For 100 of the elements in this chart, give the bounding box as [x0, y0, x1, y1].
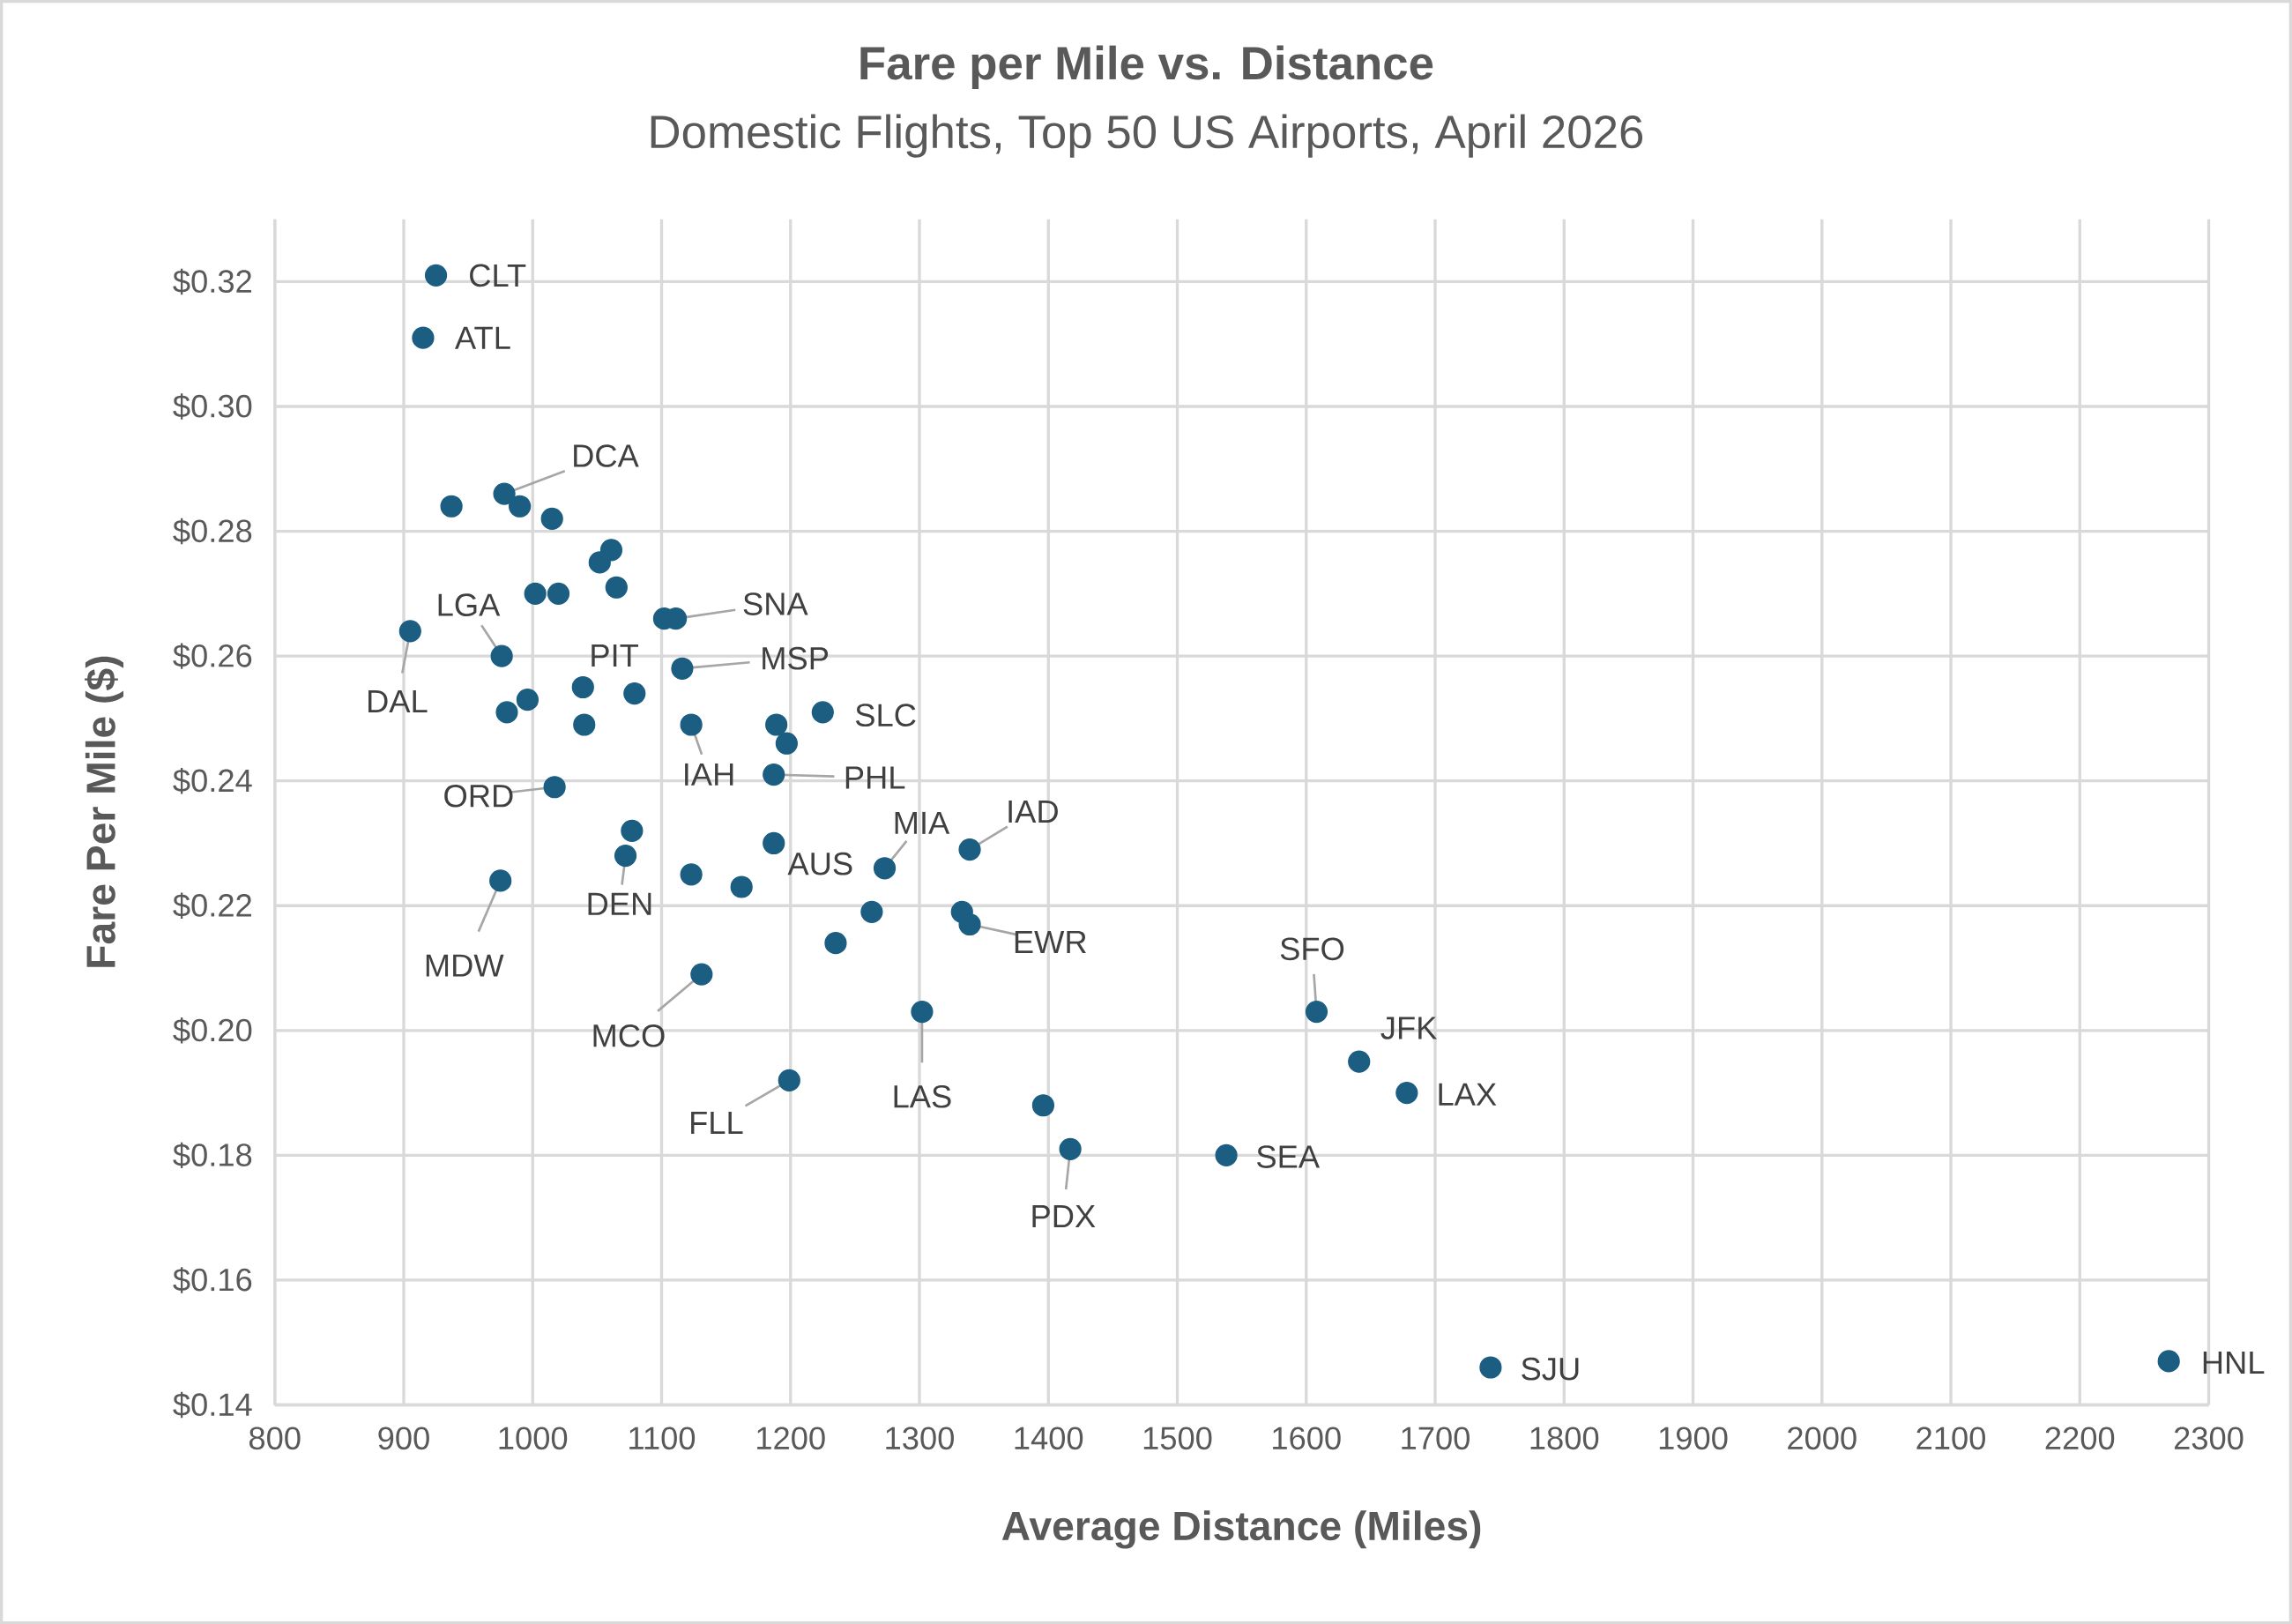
point — [763, 831, 785, 854]
point — [958, 838, 981, 861]
y-tick-label: $0.16 — [173, 1267, 252, 1293]
point — [623, 682, 646, 705]
point — [860, 900, 883, 923]
annotation: CLT — [470, 264, 526, 287]
annotation: ATL — [455, 326, 510, 349]
point — [763, 763, 785, 786]
point — [680, 863, 703, 886]
point — [495, 701, 518, 724]
point — [1479, 1356, 1502, 1379]
annotation: HNL — [2203, 1352, 2265, 1374]
point — [811, 701, 834, 724]
y-tick-label: $0.32 — [173, 268, 251, 295]
annotation: AUS — [787, 852, 852, 875]
x-tick-label: 1900 — [1659, 1427, 1728, 1450]
point — [540, 507, 563, 530]
x-tick-label: 1300 — [886, 1427, 954, 1450]
chart-title: Fare per Mile vs. Distance — [860, 45, 1433, 89]
annotation: FLL — [691, 1111, 743, 1134]
annotation: DAL — [368, 689, 428, 712]
point — [547, 582, 570, 605]
y-tick-label: $0.24 — [173, 767, 252, 794]
x-tick-label: 1200 — [757, 1427, 825, 1450]
x-tick-label: 1700 — [1402, 1427, 1470, 1450]
point — [2157, 1350, 2180, 1373]
point — [765, 713, 788, 736]
point — [1059, 1137, 1082, 1160]
y-axis-title: Fare Per Mile ($) — [85, 656, 123, 967]
point — [490, 644, 513, 667]
annotation: DCA — [574, 444, 639, 467]
point — [571, 675, 594, 699]
y-tick-label: $0.26 — [173, 643, 252, 669]
point — [775, 732, 798, 755]
point — [493, 482, 516, 505]
annotation: LAX — [1439, 1083, 1497, 1106]
point — [873, 857, 897, 880]
y-tick-label: $0.28 — [173, 518, 252, 545]
x-tick-label: 1800 — [1530, 1427, 1599, 1450]
point — [605, 576, 628, 599]
annotation: SFO — [1280, 937, 1344, 961]
annotation: SNA — [743, 592, 808, 615]
annotation: MCO — [593, 1024, 665, 1047]
point — [680, 713, 703, 736]
point — [621, 819, 644, 842]
y-tick-label: $0.30 — [173, 393, 252, 420]
point — [778, 1069, 800, 1091]
annotation: SJU — [1522, 1357, 1579, 1381]
point — [911, 1000, 934, 1024]
point — [614, 844, 637, 868]
annotation: LAS — [894, 1084, 951, 1108]
x-axis-title: Average Distance (Miles) — [1001, 1510, 1481, 1549]
point — [543, 776, 566, 799]
point — [690, 963, 713, 986]
point — [1348, 1050, 1371, 1073]
annotation: PHL — [845, 766, 905, 789]
point — [1215, 1144, 1238, 1166]
point — [573, 713, 596, 736]
point — [730, 875, 753, 898]
annotation: SEA — [1257, 1145, 1320, 1168]
annotation: JFK — [1380, 1017, 1438, 1039]
point — [1395, 1081, 1418, 1105]
annotation: DEN — [588, 892, 651, 915]
y-tick-label: $0.14 — [173, 1391, 252, 1419]
x-tick-label: 2300 — [2174, 1427, 2244, 1450]
x-tick-label: 1000 — [499, 1427, 568, 1450]
point — [958, 913, 981, 935]
point — [1031, 1094, 1055, 1117]
annotation: MSP — [763, 646, 829, 670]
point — [1305, 1000, 1328, 1024]
point — [440, 495, 463, 518]
point — [516, 688, 539, 711]
point — [424, 264, 448, 287]
x-tick-label: 2200 — [2045, 1427, 2115, 1450]
annotation: IAH — [685, 763, 733, 786]
y-tick-label: $0.18 — [173, 1142, 252, 1168]
x-tick-label: 2100 — [1916, 1427, 1985, 1450]
annotation: LGA — [438, 593, 501, 616]
x-tick-label: 1600 — [1273, 1427, 1341, 1450]
point — [489, 869, 512, 892]
x-tick-label: 1100 — [629, 1427, 696, 1450]
annotation: MIA — [895, 811, 950, 834]
point — [671, 657, 694, 680]
annotation: EWR — [1015, 930, 1086, 953]
point — [524, 582, 547, 605]
x-tick-label: 2000 — [1788, 1427, 1857, 1450]
y-tick-label: $0.20 — [173, 1017, 252, 1044]
x-tick-label: 800 — [249, 1427, 301, 1450]
point — [509, 495, 532, 518]
y-tick-label: $0.22 — [173, 892, 251, 919]
x-tick-label: 900 — [378, 1427, 429, 1450]
annotation: ORD — [444, 784, 513, 808]
annotation: IAD — [1008, 800, 1058, 823]
point — [398, 620, 421, 643]
annotation: SLC — [855, 704, 916, 726]
x-tick-label: 1400 — [1015, 1427, 1083, 1450]
chart-subtitle: Domestic Flights, Top 50 US Airports, April 2026 — [651, 114, 1643, 158]
x-tick-label: 1500 — [1143, 1427, 1212, 1450]
annotation: PDX — [1032, 1204, 1096, 1227]
point — [412, 326, 435, 349]
